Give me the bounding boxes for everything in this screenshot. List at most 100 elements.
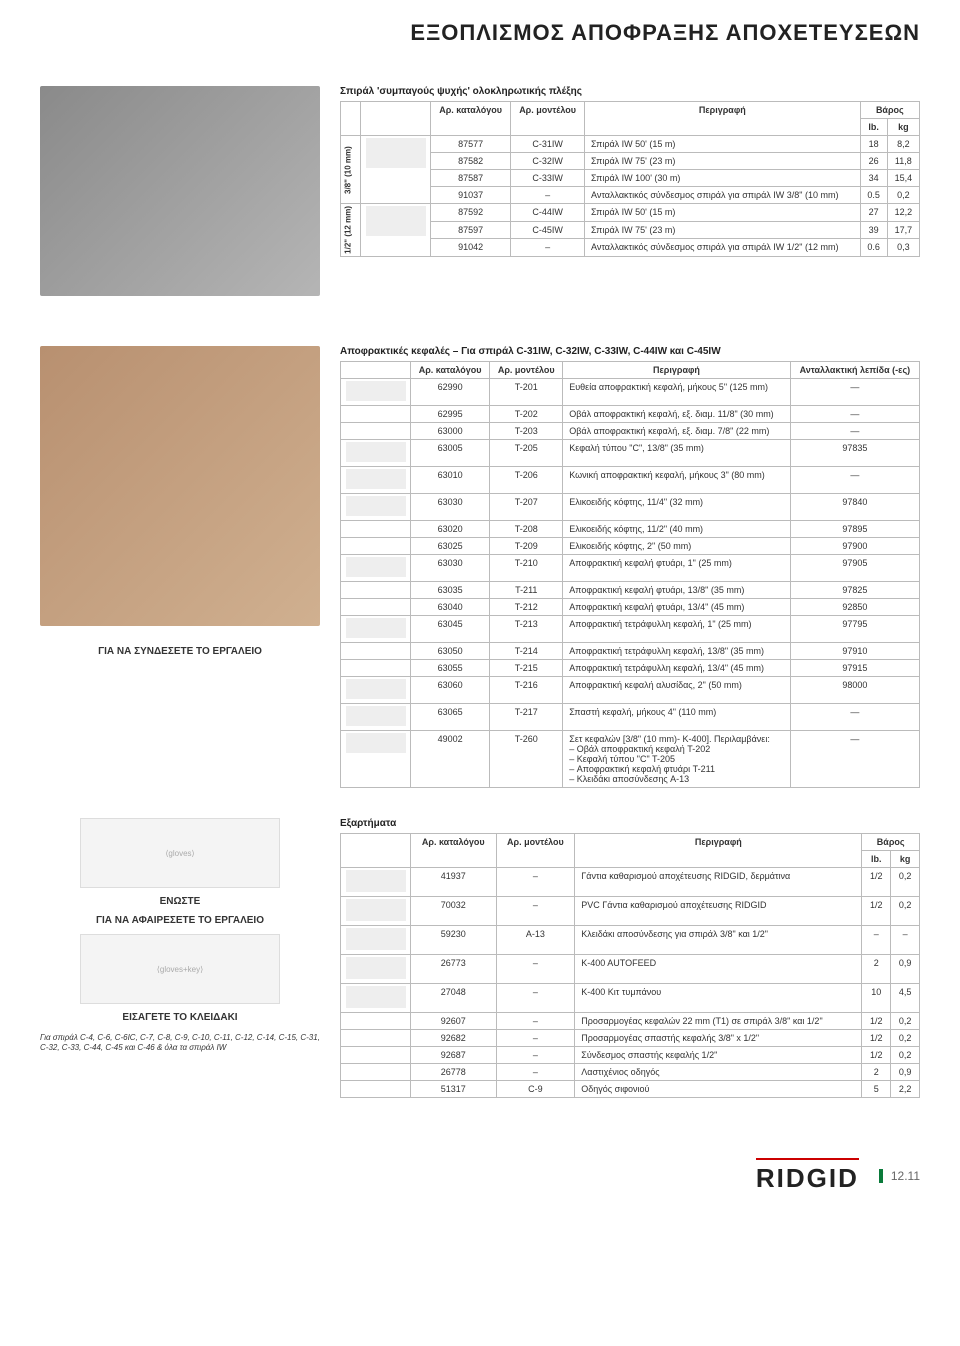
- table-row: 63035T-211Αποφρακτική κεφαλή φτυάρι, 13/…: [341, 582, 920, 599]
- th3-model: Αρ. μοντέλου: [496, 834, 575, 868]
- cell-desc: Σπιράλ IW 75' (23 m): [585, 153, 861, 170]
- table-row: 63005T-205Κεφαλή τύπου "C", 13/8" (35 mm…: [341, 440, 920, 467]
- cell-cat: 91037: [431, 187, 511, 204]
- cell-cat: 41937: [411, 868, 497, 897]
- cell-cat: 51317: [411, 1081, 497, 1098]
- cell-kg: 0,2: [887, 187, 919, 204]
- acc-thumb: [341, 1030, 411, 1047]
- cell-desc: Οβάλ αποφρακτική κεφαλή, εξ. διαμ. 7/8" …: [563, 423, 790, 440]
- cell-blade: —: [790, 704, 919, 731]
- cell-kg: 8,2: [887, 136, 919, 153]
- cell-lb: 34: [860, 170, 887, 187]
- cell-desc: Λαστιχένιος οδηγός: [575, 1064, 862, 1081]
- table-row: 92687–Σύνδεσμος σπαστής κεφαλής 1/2"1/20…: [341, 1047, 920, 1064]
- cell-desc: Ελικοειδής κόφτης, 11/4" (32 mm): [563, 494, 790, 521]
- cell-cat: 63040: [411, 599, 490, 616]
- acc-thumb: [341, 1064, 411, 1081]
- table-row: 63000T-203Οβάλ αποφρακτική κεφαλή, εξ. δ…: [341, 423, 920, 440]
- cell-desc: Αποφρακτική κεφαλή φτυάρι, 13/8" (35 mm): [563, 582, 790, 599]
- cell-model: –: [496, 1013, 575, 1030]
- head-thumb: [341, 538, 411, 555]
- cell-desc: Σπιράλ IW 100' (30 m): [585, 170, 861, 187]
- head-thumb: [341, 440, 411, 467]
- cell-desc: PVC Γάντια καθαρισμού αποχέτευσης RIDGID: [575, 897, 862, 926]
- cell-cat: 63050: [411, 643, 490, 660]
- cell-lb: 2: [862, 955, 891, 984]
- table-heads: Αρ. καταλόγου Αρ. μοντέλου Περιγραφή Αντ…: [340, 361, 920, 788]
- cell-model: C-33IW: [511, 170, 585, 187]
- table2-title: Αποφρακτικές κεφαλές – Για σπιράλ C-31IW…: [340, 346, 920, 357]
- table-row: 92682–Προσαρμογέας σπαστής κεφαλής 3/8" …: [341, 1030, 920, 1047]
- cell-cat: 59230: [411, 926, 497, 955]
- th3-cat: Αρ. καταλόγου: [411, 834, 497, 868]
- cell-blade: 97915: [790, 660, 919, 677]
- cell-cat: 92682: [411, 1030, 497, 1047]
- cell-blade: —: [790, 406, 919, 423]
- head-thumb: [341, 704, 411, 731]
- cell-cat: 63035: [411, 582, 490, 599]
- table-row: 92607–Προσαρμογέας κεφαλών 22 mm (T1) σε…: [341, 1013, 920, 1030]
- page-number: 12.11: [879, 1169, 920, 1183]
- cell-desc: Σπιράλ IW 50' (15 m): [585, 136, 861, 153]
- cell-cat: 63000: [411, 423, 490, 440]
- cell-cat: 63005: [411, 440, 490, 467]
- cell-kg: –: [891, 926, 920, 955]
- table-row: 63055T-215Αποφρακτική τετράφυλλη κεφαλή,…: [341, 660, 920, 677]
- page-title: ΕΞΟΠΛΙΣΜΟΣ ΑΠΟΦΡΑΞΗΣ ΑΠΟΧΕΤΕΥΣΕΩΝ: [40, 20, 920, 46]
- table-row: 63030T-207Ελικοειδής κόφτης, 11/4" (32 m…: [341, 494, 920, 521]
- spiral-thumb: [361, 136, 431, 204]
- cell-lb: 0.6: [860, 239, 887, 257]
- group-label: 3/8" (10 mm): [341, 136, 361, 204]
- cell-kg: 2,2: [891, 1081, 920, 1098]
- cell-model: T-211: [490, 582, 563, 599]
- cell-kg: 0,2: [891, 868, 920, 897]
- cell-cat: 63045: [411, 616, 490, 643]
- cell-blade: —: [790, 467, 919, 494]
- cell-model: C-9: [496, 1081, 575, 1098]
- cell-cat: 63030: [411, 555, 490, 582]
- cell-model: –: [496, 1047, 575, 1064]
- cell-model: –: [496, 868, 575, 897]
- cell-kg: 0,2: [891, 897, 920, 926]
- cell-desc: Κλειδάκι αποσύνδεσης για σπιράλ 3/8" και…: [575, 926, 862, 955]
- head-thumb: [341, 494, 411, 521]
- cell-cat: 26778: [411, 1064, 497, 1081]
- cell-model: C-45IW: [511, 221, 585, 239]
- head-thumb: [341, 677, 411, 704]
- cell-lb: 0.5: [860, 187, 887, 204]
- cell-cat: 87587: [431, 170, 511, 187]
- th2-blade: Ανταλλακτική λεπίδα (-ες): [790, 362, 919, 379]
- table-row: 26778–Λαστιχένιος οδηγός20,9: [341, 1064, 920, 1081]
- cell-model: T-203: [490, 423, 563, 440]
- caption-remove: ΓΙΑ ΝΑ ΑΦΑΙΡΕΣΕΤΕ ΤΟ ΕΡΓΑΛΕΙΟ: [40, 915, 320, 926]
- cell-kg: 0,2: [891, 1013, 920, 1030]
- cell-kg: 0,9: [891, 955, 920, 984]
- cell-desc: Ευθεία αποφρακτική κεφαλή, μήκους 5" (12…: [563, 379, 790, 406]
- table-row: 63040T-212Αποφρακτική κεφαλή φτυάρι, 13/…: [341, 599, 920, 616]
- cell-cat: 63065: [411, 704, 490, 731]
- cell-blade: 97910: [790, 643, 919, 660]
- table-row: 49002T-260Σετ κεφαλών [3/8" (10 mm)- K-4…: [341, 731, 920, 788]
- head-thumb: [341, 379, 411, 406]
- cell-desc: Ανταλλακτικός σύνδεσμος σπιράλ για σπιρά…: [585, 239, 861, 257]
- cell-model: T-214: [490, 643, 563, 660]
- cell-model: –: [496, 984, 575, 1013]
- cell-kg: 11,8: [887, 153, 919, 170]
- cell-blade: 97795: [790, 616, 919, 643]
- cell-cat: 26773: [411, 955, 497, 984]
- cell-lb: 18: [860, 136, 887, 153]
- cell-cat: 27048: [411, 984, 497, 1013]
- table-row: 27048–K-400 Κιτ τυμπάνου104,5: [341, 984, 920, 1013]
- head-thumb: [341, 521, 411, 538]
- head-thumb: [341, 616, 411, 643]
- cell-cat: 91042: [431, 239, 511, 257]
- cell-lb: 39: [860, 221, 887, 239]
- cell-cat: 63020: [411, 521, 490, 538]
- cell-lb: 5: [862, 1081, 891, 1098]
- table-row: 63045T-213Αποφρακτική τετράφυλλη κεφαλή,…: [341, 616, 920, 643]
- cell-model: T-212: [490, 599, 563, 616]
- cell-model: T-207: [490, 494, 563, 521]
- head-thumb: [341, 599, 411, 616]
- acc-thumb: [341, 1081, 411, 1098]
- cell-desc: Σπιράλ IW 50' (15 m): [585, 204, 861, 222]
